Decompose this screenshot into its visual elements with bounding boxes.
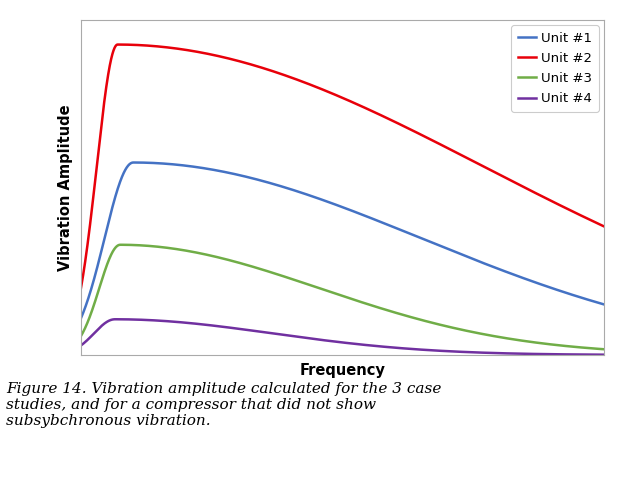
Unit #4 bbox=[591, 352, 598, 357]
Unit #3 bbox=[278, 273, 285, 279]
Y-axis label: Vibration Amplitude: Vibration Amplitude bbox=[58, 104, 73, 271]
Unit #1 bbox=[168, 161, 176, 167]
Unit #1 bbox=[534, 281, 541, 286]
Unit #3 bbox=[601, 346, 608, 352]
Unit #4 bbox=[301, 335, 308, 341]
Unit #1 bbox=[278, 183, 285, 189]
Unit #1 bbox=[77, 315, 85, 321]
Line: Unit #4: Unit #4 bbox=[81, 319, 604, 354]
Unit #4 bbox=[137, 317, 145, 323]
Unit #1 bbox=[130, 160, 137, 166]
Unit #2 bbox=[137, 42, 145, 48]
Unit #2 bbox=[591, 219, 598, 225]
Unit #2 bbox=[534, 191, 541, 197]
Unit #2 bbox=[601, 224, 608, 230]
Unit #2 bbox=[114, 41, 121, 47]
Unit #3 bbox=[117, 242, 124, 247]
Unit #3 bbox=[534, 340, 541, 346]
Unit #4 bbox=[534, 351, 541, 357]
Unit #4 bbox=[112, 317, 119, 322]
Unit #4 bbox=[601, 352, 608, 357]
Unit #4 bbox=[168, 318, 176, 324]
Unit #3 bbox=[591, 346, 598, 352]
Unit #2 bbox=[301, 79, 308, 85]
Unit #1 bbox=[137, 160, 145, 166]
Unit #4 bbox=[77, 343, 85, 349]
Unit #3 bbox=[77, 333, 85, 339]
Unit #1 bbox=[301, 191, 308, 197]
Unit #1 bbox=[591, 299, 598, 305]
Unit #3 bbox=[301, 281, 308, 286]
Legend: Unit #1, Unit #2, Unit #3, Unit #4: Unit #1, Unit #2, Unit #3, Unit #4 bbox=[511, 25, 599, 112]
Unit #1 bbox=[601, 302, 608, 308]
Unit #3 bbox=[137, 243, 145, 248]
Line: Unit #3: Unit #3 bbox=[81, 245, 604, 349]
Text: Figure 14. Vibration amplitude calculated for the 3 case
studies, and for a comp: Figure 14. Vibration amplitude calculate… bbox=[6, 382, 442, 428]
Unit #2 bbox=[278, 71, 285, 77]
Unit #2 bbox=[77, 285, 85, 291]
Unit #4 bbox=[278, 332, 285, 338]
Line: Unit #1: Unit #1 bbox=[81, 163, 604, 318]
X-axis label: Frequency: Frequency bbox=[300, 363, 386, 378]
Unit #3 bbox=[168, 246, 176, 251]
Unit #2 bbox=[168, 45, 176, 51]
Line: Unit #2: Unit #2 bbox=[81, 44, 604, 288]
